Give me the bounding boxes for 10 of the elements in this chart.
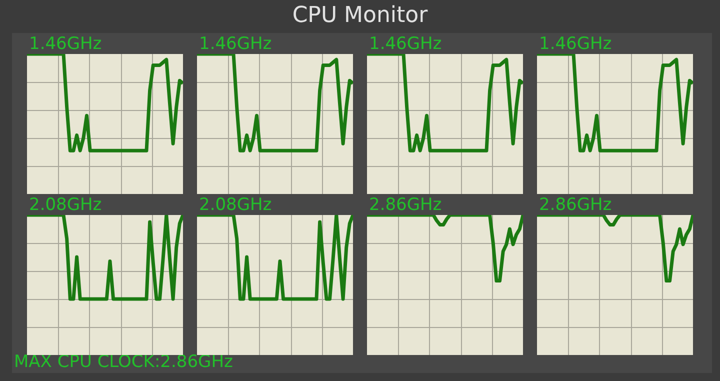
chart-title: 2.08GHz xyxy=(29,195,103,215)
annotation: MAX CPU CLOCK:2.86GHz xyxy=(14,352,233,372)
text: CPU Monitor xyxy=(291,3,429,28)
chart-title: 2.86GHz xyxy=(369,195,443,215)
chart-title: 1.46GHz xyxy=(29,34,103,54)
chart-title: 1.46GHz xyxy=(539,34,613,54)
chart-title: 1.46GHz xyxy=(199,34,273,54)
chart-title: 2.86GHz xyxy=(539,195,613,215)
chart-title: 2.08GHz xyxy=(199,195,273,215)
chart-title: 1.46GHz xyxy=(369,34,443,54)
